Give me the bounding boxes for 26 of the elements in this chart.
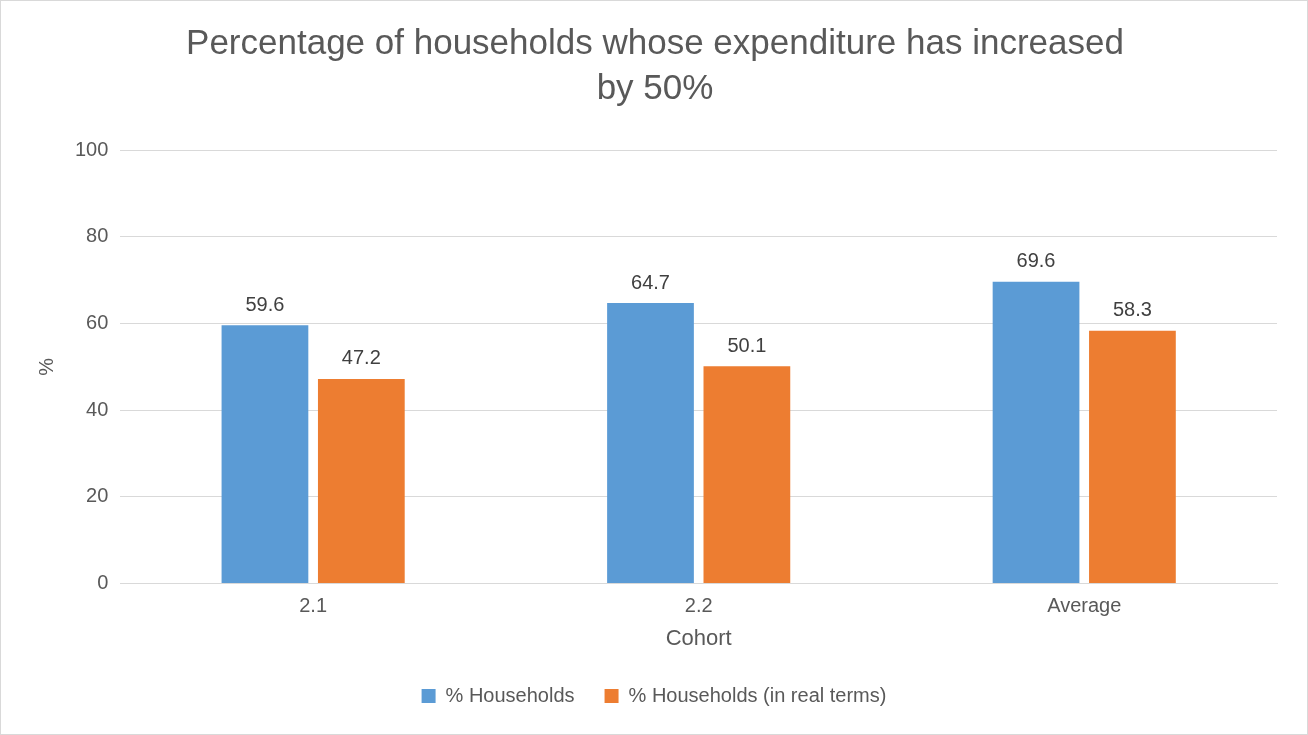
data-label: 58.3 xyxy=(1112,298,1152,321)
y-tick-label: 80 xyxy=(86,224,109,247)
x-axis-title: Cohort xyxy=(665,624,732,650)
data-label: 59.6 xyxy=(245,292,285,315)
y-tick-label: 0 xyxy=(97,571,109,594)
legend-label: % Households (in real terms) xyxy=(628,683,887,706)
bar xyxy=(1089,330,1176,584)
legend-label: % Households xyxy=(445,683,575,706)
data-label: 50.1 xyxy=(727,333,767,356)
bar xyxy=(317,378,405,584)
y-tick-label: 60 xyxy=(86,310,109,333)
y-tick-label: 100 xyxy=(74,137,109,160)
bar xyxy=(221,325,309,584)
y-tick-label: 20 xyxy=(86,484,109,507)
chart-title: Percentage of households whose expenditure has increased by 50% xyxy=(185,21,1125,108)
bar xyxy=(992,281,1080,584)
x-tick-label: 2.2 xyxy=(684,594,713,617)
y-tick-label: 40 xyxy=(86,397,109,420)
data-label: 47.2 xyxy=(341,346,381,369)
bar xyxy=(607,303,694,584)
y-axis-title: % xyxy=(34,357,57,376)
bar xyxy=(703,366,791,584)
data-label: 69.6 xyxy=(1016,249,1056,272)
x-tick-label: Average xyxy=(1047,594,1122,617)
x-tick-label: 2.1 xyxy=(299,594,328,617)
data-label: 64.7 xyxy=(631,270,670,293)
